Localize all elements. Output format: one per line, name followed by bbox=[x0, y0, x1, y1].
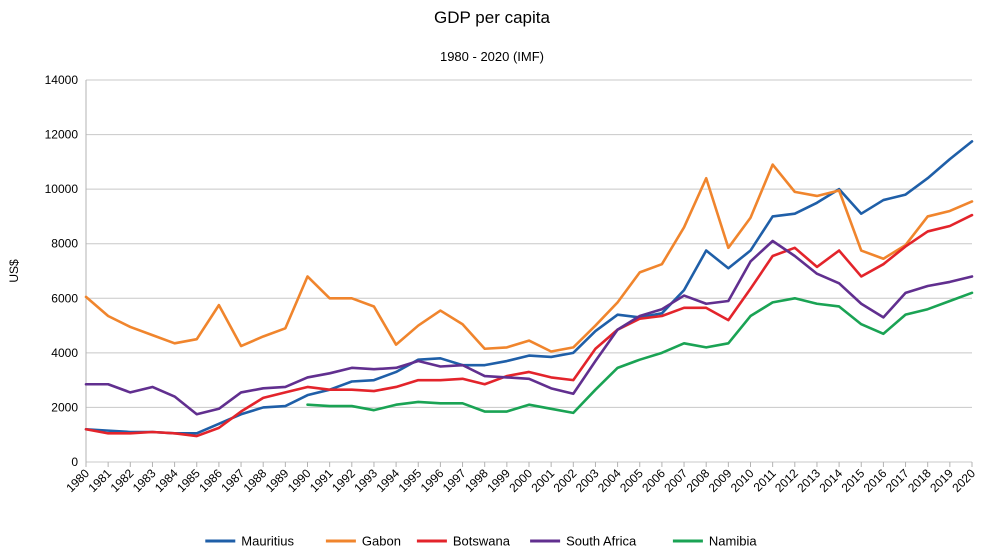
grid-lines bbox=[86, 79, 972, 463]
legend: Mauritius Gabon Botswana South Africa Namibi… bbox=[205, 534, 757, 549]
x-tick-label: 2010 bbox=[728, 466, 757, 495]
series-line-mauritius bbox=[84, 140, 974, 435]
legend-label: Gabon bbox=[362, 534, 401, 549]
series-line-namibia bbox=[306, 291, 974, 415]
x-tick-label: 2006 bbox=[639, 466, 668, 495]
legend-label: Mauritius bbox=[241, 534, 294, 549]
x-tick-label: 2011 bbox=[751, 466, 779, 494]
x-tick-label: 2005 bbox=[617, 466, 646, 495]
x-tick-label: 2020 bbox=[949, 466, 978, 495]
x-tick-label: 2002 bbox=[551, 466, 580, 495]
x-tick-label: 1981 bbox=[85, 466, 114, 495]
x-tick-label: 2012 bbox=[772, 466, 801, 495]
legend-item-south-africa: South Africa bbox=[530, 534, 637, 549]
x-tick-label: 1992 bbox=[329, 466, 358, 495]
x-tick-label: 1990 bbox=[285, 466, 314, 495]
x-tick-label: 1996 bbox=[418, 466, 447, 495]
x-tick-label: 2013 bbox=[794, 466, 823, 495]
y-tick-label: 8000 bbox=[51, 237, 78, 251]
x-tick-label: 2018 bbox=[905, 466, 934, 495]
y-tick-label: 0 bbox=[71, 455, 78, 469]
x-tick-label: 2009 bbox=[706, 466, 735, 495]
x-tick-label: 1987 bbox=[218, 466, 247, 495]
x-tick-label: 1988 bbox=[241, 466, 270, 495]
x-tick-label: 1980 bbox=[63, 466, 92, 495]
series-line-gabon bbox=[84, 163, 974, 353]
x-tick-label: 2004 bbox=[595, 466, 624, 495]
legend-item-gabon: Gabon bbox=[325, 534, 401, 549]
y-tick-label: 14000 bbox=[45, 73, 79, 87]
legend-item-namibia: Namibia bbox=[672, 534, 757, 549]
legend-label: South Africa bbox=[566, 534, 637, 549]
x-tick-label: 1995 bbox=[396, 466, 425, 495]
x-tick-label: 1983 bbox=[130, 466, 159, 495]
x-tick-label: 1998 bbox=[462, 466, 491, 495]
x-tick-label: 2008 bbox=[684, 466, 713, 495]
x-tick-label: 2017 bbox=[883, 466, 912, 495]
x-tick-label: 1997 bbox=[440, 466, 469, 495]
series-line-south-africa bbox=[84, 239, 974, 416]
x-tick-label: 1999 bbox=[484, 466, 513, 495]
legend-label: Botswana bbox=[453, 534, 511, 549]
x-tick-label: 1985 bbox=[174, 466, 203, 495]
x-tick-label: 2001 bbox=[528, 466, 557, 495]
series-line-botswana bbox=[84, 213, 974, 438]
y-tick-label: 12000 bbox=[45, 128, 79, 142]
legend-item-botswana: Botswana bbox=[416, 534, 511, 549]
x-tick-label: 2000 bbox=[506, 466, 535, 495]
x-tick-label: 2019 bbox=[927, 466, 956, 495]
x-tick-label: 1994 bbox=[373, 466, 402, 495]
x-tick-label: 1993 bbox=[351, 466, 380, 495]
x-tick-label: 1989 bbox=[263, 466, 292, 495]
x-tick-label: 1982 bbox=[108, 466, 137, 495]
y-tick-label: 10000 bbox=[45, 182, 79, 196]
x-tick-label: 2003 bbox=[573, 466, 602, 495]
y-tick-label: 4000 bbox=[51, 346, 78, 360]
x-tick-label: 1991 bbox=[307, 466, 336, 495]
y-axis-label: US$ bbox=[7, 259, 21, 283]
y-tick-label: 6000 bbox=[51, 291, 78, 305]
x-tick-label: 2007 bbox=[661, 466, 690, 495]
y-tick-label: 2000 bbox=[51, 400, 78, 414]
series-lines bbox=[84, 140, 974, 438]
chart-title: GDP per capita bbox=[434, 8, 550, 27]
x-tick-label: 2016 bbox=[861, 466, 890, 495]
legend-item-mauritius: Mauritius bbox=[205, 534, 295, 549]
x-tick-label: 2015 bbox=[839, 466, 868, 495]
x-tick-label: 1986 bbox=[196, 466, 225, 495]
legend-label: Namibia bbox=[709, 534, 757, 549]
x-tick-label: 1984 bbox=[152, 466, 181, 495]
chart-subtitle: 1980 - 2020 (IMF) bbox=[440, 49, 544, 64]
x-tick-label: 2014 bbox=[816, 466, 845, 495]
